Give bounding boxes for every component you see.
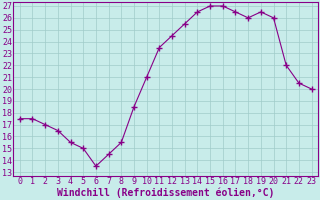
X-axis label: Windchill (Refroidissement éolien,°C): Windchill (Refroidissement éolien,°C) <box>57 187 274 198</box>
